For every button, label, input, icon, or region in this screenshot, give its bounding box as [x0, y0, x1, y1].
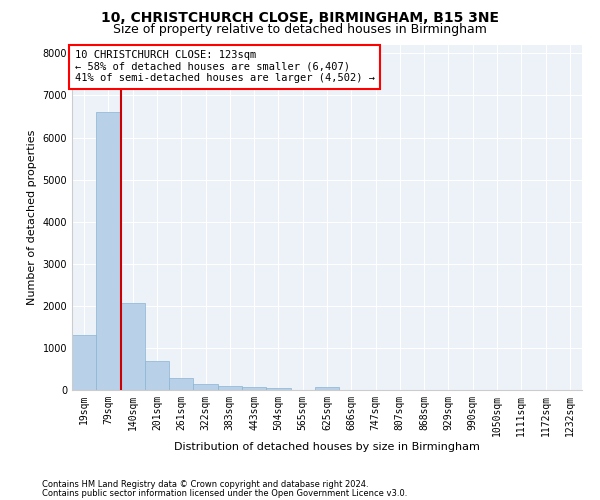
Bar	[96, 112, 121, 390]
Text: Contains public sector information licensed under the Open Government Licence v3: Contains public sector information licen…	[42, 489, 407, 498]
Bar	[72, 336, 96, 390]
Text: Contains HM Land Registry data © Crown copyright and database right 2024.: Contains HM Land Registry data © Crown c…	[42, 480, 368, 489]
Bar	[242, 388, 266, 390]
Bar	[218, 386, 242, 390]
Text: Size of property relative to detached houses in Birmingham: Size of property relative to detached ho…	[113, 22, 487, 36]
Bar	[169, 378, 193, 390]
Bar	[193, 384, 218, 390]
Text: 10 CHRISTCHURCH CLOSE: 123sqm
← 58% of detached houses are smaller (6,407)
41% o: 10 CHRISTCHURCH CLOSE: 123sqm ← 58% of d…	[74, 50, 374, 84]
Y-axis label: Number of detached properties: Number of detached properties	[27, 130, 37, 305]
Bar	[266, 388, 290, 390]
Text: 10, CHRISTCHURCH CLOSE, BIRMINGHAM, B15 3NE: 10, CHRISTCHURCH CLOSE, BIRMINGHAM, B15 …	[101, 11, 499, 25]
Bar	[145, 360, 169, 390]
Bar	[121, 303, 145, 390]
X-axis label: Distribution of detached houses by size in Birmingham: Distribution of detached houses by size …	[174, 442, 480, 452]
Bar	[315, 386, 339, 390]
